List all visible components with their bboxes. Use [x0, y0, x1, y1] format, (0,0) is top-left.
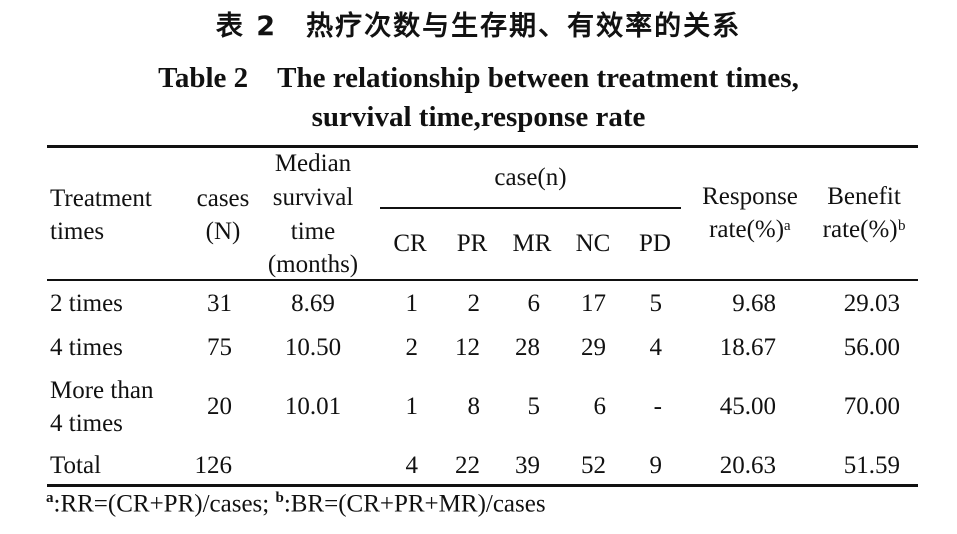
row-benefit: 56.00	[843, 334, 900, 361]
row-pr: 2	[467, 290, 481, 317]
case-group-rule	[380, 207, 681, 209]
header-mr: MR	[512, 230, 552, 257]
row-median: 10.01	[284, 393, 342, 420]
row-pd: 4	[649, 334, 663, 361]
row-mr: 5	[527, 393, 541, 420]
header-median: (months)	[267, 251, 359, 278]
table-bottom-rule	[47, 484, 918, 487]
row-response: 18.67	[719, 334, 776, 361]
row-nc: 29	[581, 334, 606, 361]
table-title-english-line2: survival time,response rate	[311, 101, 646, 133]
header-nc: NC	[575, 230, 611, 257]
header-treatment: times	[50, 218, 105, 245]
row-benefit: 29.03	[843, 290, 900, 317]
row-times: 2 times	[50, 290, 123, 317]
header-pr: PR	[456, 230, 488, 257]
row-cases: 31	[207, 290, 232, 317]
row-pd: 9	[649, 452, 663, 479]
row-times: Total	[50, 452, 102, 479]
header-treatment: Treatment	[50, 185, 152, 212]
footnote-b-text: :BR=(CR+PR+MR)/cases	[283, 490, 546, 518]
header-cr: CR	[393, 230, 427, 257]
row-cases: 20	[207, 393, 232, 420]
header-benefit: rate(%)ᵇ	[822, 216, 906, 243]
row-pr: 22	[455, 452, 480, 479]
row-pr: 12	[455, 334, 480, 361]
header-benefit: Benefit	[827, 183, 901, 210]
row-times: 4 times	[50, 334, 123, 361]
table-header-rule	[47, 279, 918, 281]
header-response: Response	[702, 183, 798, 210]
footnote-a-text: :RR=(CR+PR)/cases;	[53, 490, 270, 518]
row-cr: 1	[405, 393, 419, 420]
row-times: More than	[50, 377, 154, 404]
table-title-chinese: 表 2 热疗次数与生存期、有效率的关系	[215, 11, 742, 42]
header-median: time	[290, 218, 336, 245]
header-case-group: case(n)	[494, 164, 567, 191]
row-cr: 1	[405, 290, 419, 317]
row-response: 45.00	[719, 393, 776, 420]
table-title-english-line1: Table 2 The relationship between treatme…	[158, 62, 799, 94]
header-pd: PD	[639, 230, 671, 257]
row-times: 4 times	[50, 410, 123, 437]
row-mr: 6	[527, 290, 541, 317]
row-benefit: 51.59	[843, 452, 900, 479]
header-cases: (N)	[205, 218, 241, 245]
row-mr: 28	[515, 334, 540, 361]
footnote-a-mark: a	[46, 490, 54, 506]
header-median: survival	[272, 184, 354, 211]
footnote-b-mark: b	[275, 490, 284, 506]
row-cr: 2	[405, 334, 419, 361]
row-median: 10.50	[284, 334, 342, 361]
row-mr: 39	[515, 452, 540, 479]
row-pd: 5	[649, 290, 663, 317]
row-pd: -	[653, 393, 662, 420]
row-nc: 52	[581, 452, 606, 479]
row-median: 8.69	[291, 290, 335, 317]
row-cases: 75	[207, 334, 232, 361]
row-benefit: 70.00	[843, 393, 900, 420]
row-cr: 4	[405, 452, 419, 479]
row-pr: 8	[467, 393, 481, 420]
table-footnote: a:RR=(CR+PR)/cases; b:BR=(CR+PR+MR)/case…	[46, 490, 546, 518]
row-nc: 17	[581, 290, 606, 317]
row-response: 9.68	[732, 290, 776, 317]
header-response: rate(%)ᵃ	[709, 216, 791, 243]
table-top-rule	[47, 145, 918, 148]
row-cases: 126	[194, 452, 233, 479]
row-nc: 6	[593, 393, 607, 420]
header-median: Median	[274, 150, 352, 177]
header-cases: cases	[196, 185, 250, 212]
row-response: 20.63	[719, 452, 776, 479]
